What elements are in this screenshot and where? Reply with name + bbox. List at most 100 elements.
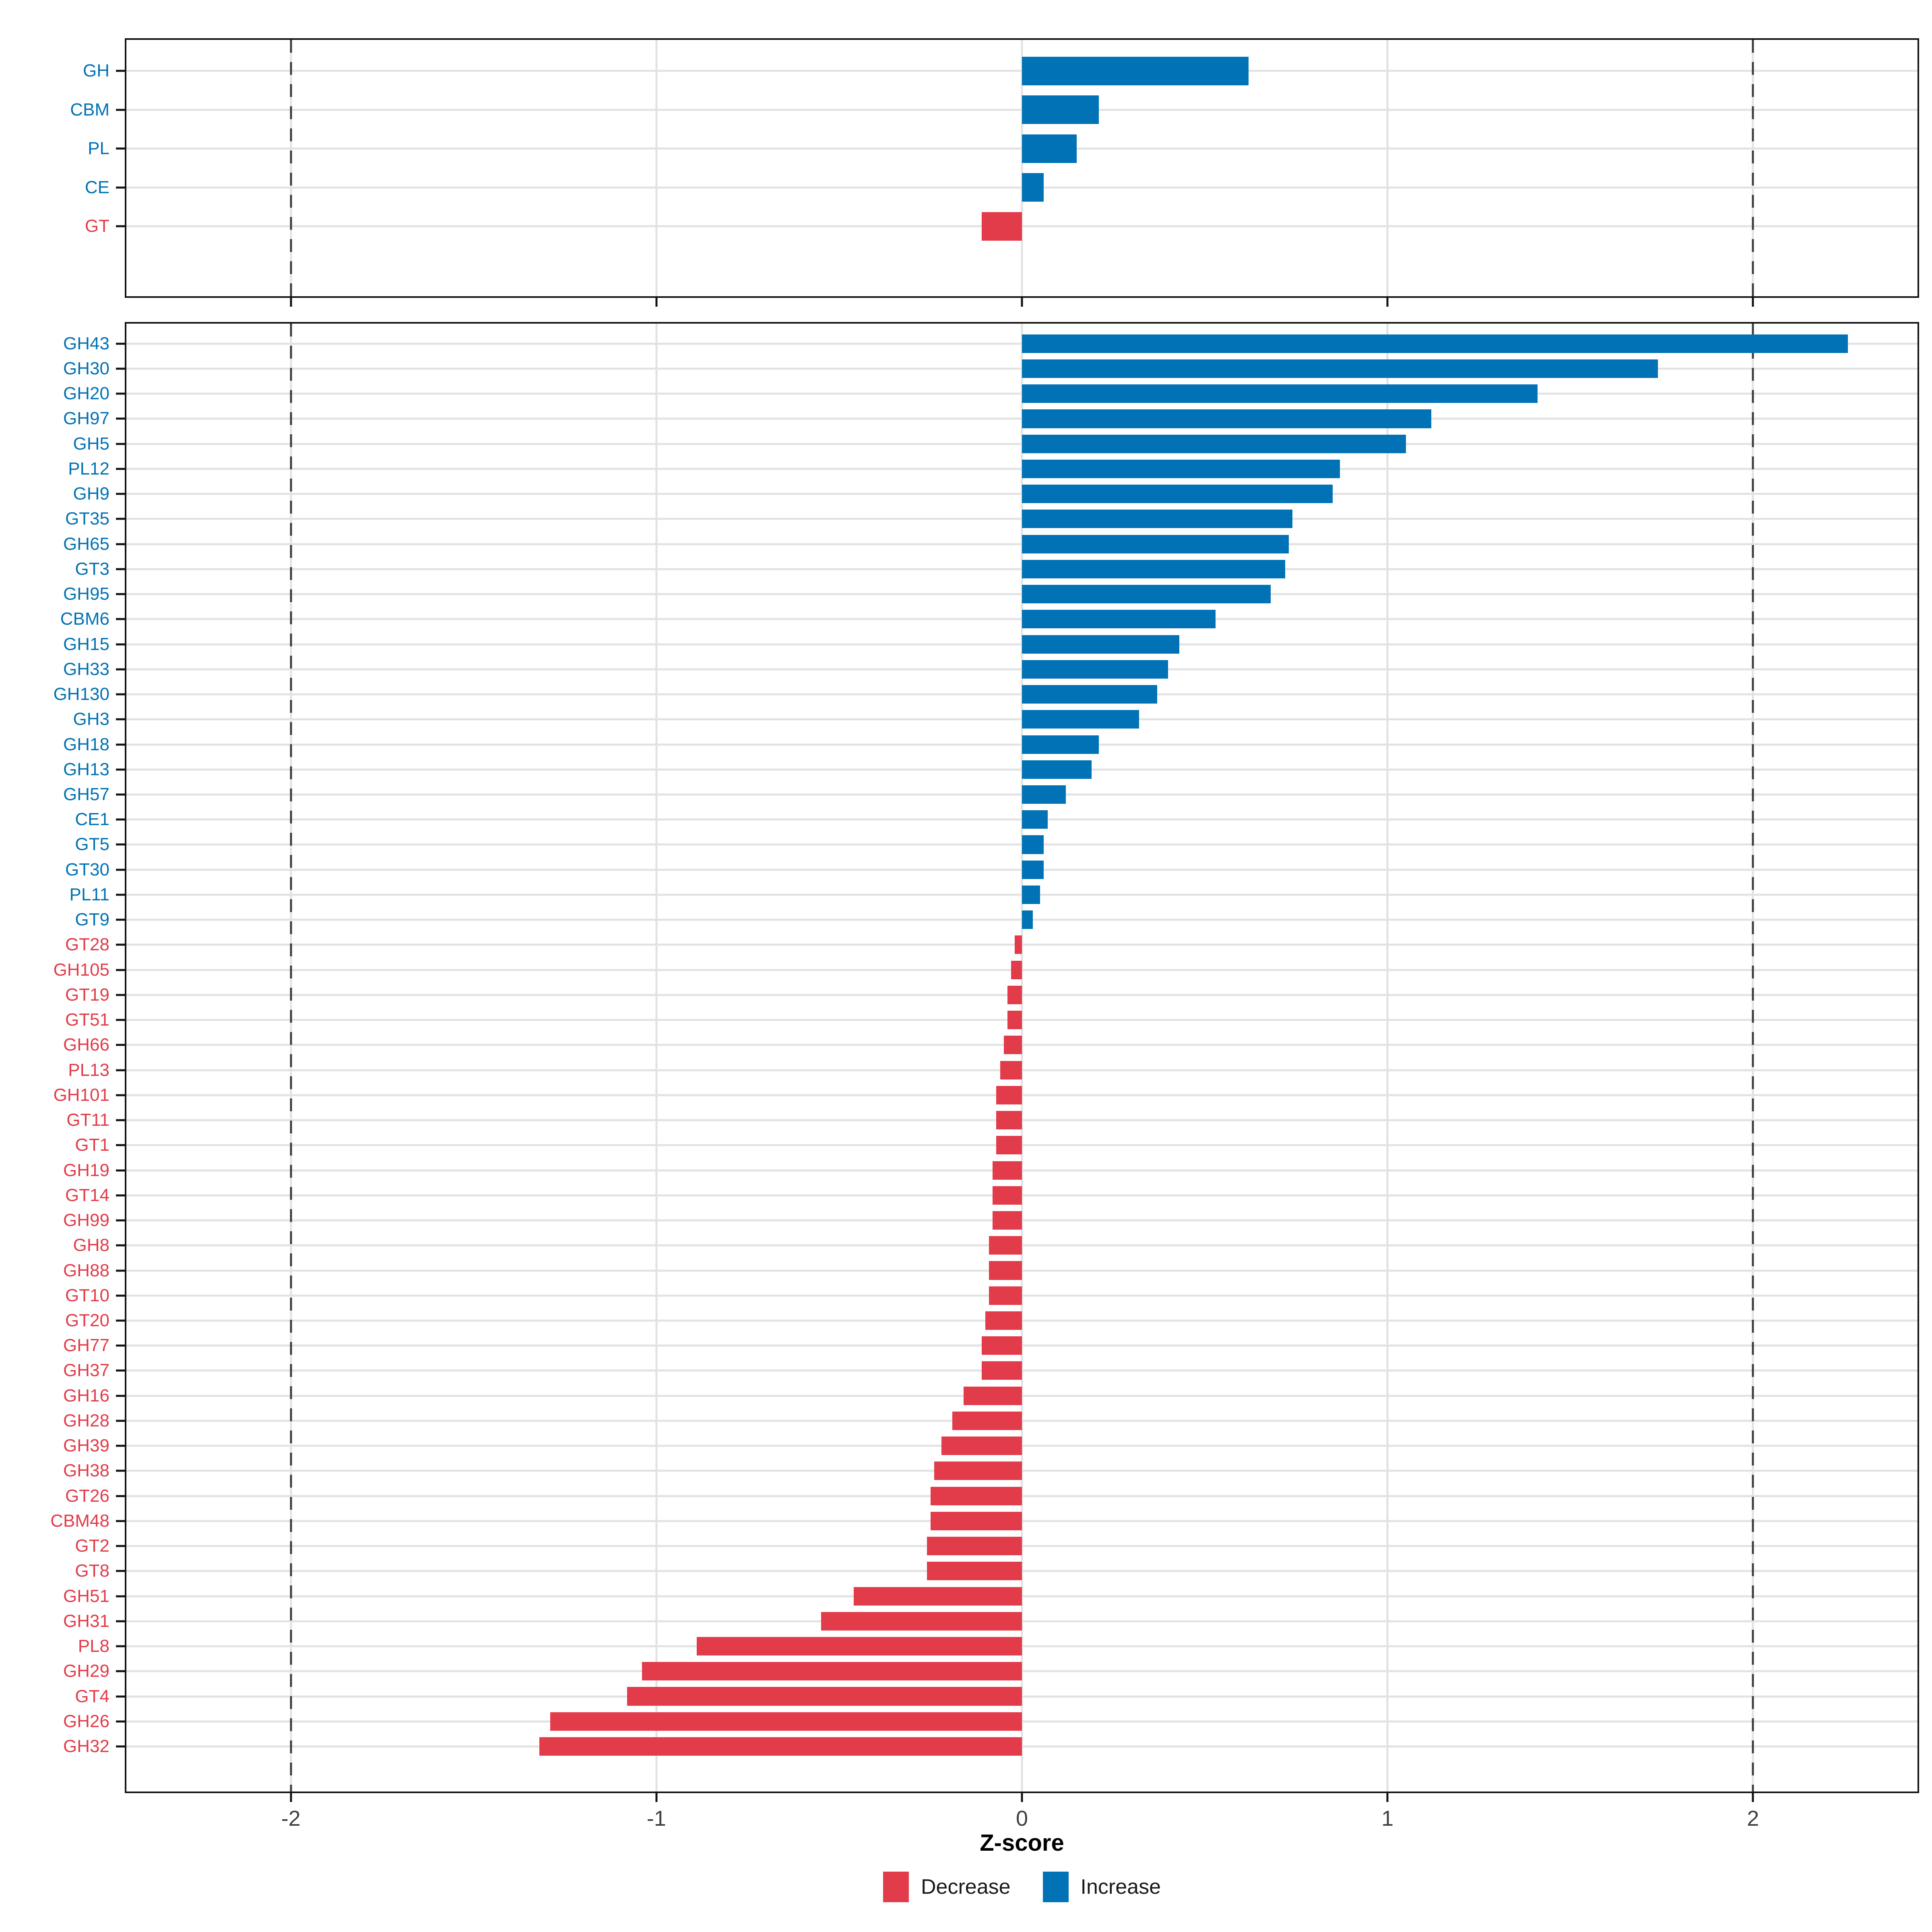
category-label-GH31: GH31 xyxy=(63,1611,109,1631)
bar-GH66 xyxy=(1003,1036,1022,1055)
bar-GT3 xyxy=(1022,559,1285,578)
h-gridline xyxy=(126,1244,1918,1247)
bar-GH18 xyxy=(1022,735,1099,754)
category-label-GH15: GH15 xyxy=(63,634,109,654)
category-label-GH29: GH29 xyxy=(63,1661,109,1681)
category-label-GH32: GH32 xyxy=(63,1736,109,1756)
bar-GH51 xyxy=(854,1587,1022,1606)
category-label-GT51: GT51 xyxy=(65,1010,109,1030)
h-gridline xyxy=(126,1119,1918,1121)
h-gridline xyxy=(126,1620,1918,1622)
bar-GT xyxy=(982,212,1022,241)
category-label-GH19: GH19 xyxy=(63,1160,109,1180)
x-tick xyxy=(1021,1792,1023,1802)
category-label-PL8: PL8 xyxy=(78,1636,109,1656)
bar-GT4 xyxy=(627,1687,1022,1706)
category-label-GT1: GT1 xyxy=(75,1135,109,1155)
category-label-GT26: GT26 xyxy=(65,1486,109,1506)
y-tick xyxy=(116,768,126,771)
h-gridline xyxy=(126,1019,1918,1021)
category-label-GH130: GH130 xyxy=(53,684,109,704)
h-gridline xyxy=(126,1219,1918,1222)
y-tick xyxy=(116,843,126,846)
dashed-reference-line xyxy=(290,324,292,1792)
category-label-GH95: GH95 xyxy=(63,584,109,604)
category-label-GH9: GH9 xyxy=(73,484,109,504)
y-tick xyxy=(116,1294,126,1297)
category-label-GT8: GT8 xyxy=(75,1561,109,1581)
bar-GT35 xyxy=(1022,510,1293,528)
decrease-swatch xyxy=(883,1872,909,1902)
category-label-GH18: GH18 xyxy=(63,734,109,754)
category-label-GH39: GH39 xyxy=(63,1436,109,1456)
h-gridline xyxy=(126,1695,1918,1697)
category-label-GH5: GH5 xyxy=(73,433,109,454)
bar-GT30 xyxy=(1022,860,1044,879)
y-tick xyxy=(116,1520,126,1522)
bar-GT5 xyxy=(1022,835,1044,854)
category-label-GH30: GH30 xyxy=(63,359,109,379)
y-tick xyxy=(116,1695,126,1697)
category-label-GH3: GH3 xyxy=(73,709,109,729)
category-label-GT14: GT14 xyxy=(65,1185,109,1205)
category-label-GH57: GH57 xyxy=(63,784,109,805)
bar-PL11 xyxy=(1022,885,1040,904)
category-label-GT10: GT10 xyxy=(65,1285,109,1305)
v-gridline xyxy=(1386,40,1389,296)
category-label-GT19: GT19 xyxy=(65,985,109,1005)
h-gridline xyxy=(126,1169,1918,1172)
category-label-GT3: GT3 xyxy=(75,559,109,579)
y-tick xyxy=(116,1194,126,1197)
y-tick xyxy=(116,1019,126,1021)
bar-GT8 xyxy=(927,1562,1022,1581)
h-gridline xyxy=(126,1495,1918,1497)
x-tick xyxy=(1021,296,1023,307)
plot-area-family-detail xyxy=(126,324,1918,1792)
y-tick xyxy=(116,969,126,971)
bar-CE xyxy=(1022,173,1044,202)
y-tick xyxy=(116,818,126,821)
category-label-GH97: GH97 xyxy=(63,409,109,429)
h-gridline xyxy=(126,1545,1918,1547)
category-label-GH51: GH51 xyxy=(63,1586,109,1606)
h-gridline xyxy=(126,1319,1918,1322)
category-label-GH37: GH37 xyxy=(63,1360,109,1381)
h-gridline xyxy=(126,225,1918,227)
bar-GT28 xyxy=(1014,935,1022,954)
bar-CBM48 xyxy=(930,1511,1022,1530)
bar-GH33 xyxy=(1022,660,1168,679)
panel-cazyme-class-summary: GH CBM PL CE GT xyxy=(70,38,1919,307)
y-tick xyxy=(116,367,126,370)
category-label-PL: PL xyxy=(88,138,109,159)
h-gridline xyxy=(126,1470,1918,1472)
bar-GT1 xyxy=(996,1136,1022,1155)
y-tick xyxy=(116,1745,126,1748)
y-tick xyxy=(116,443,126,445)
bar-PL xyxy=(1022,134,1077,163)
y-tick xyxy=(116,392,126,395)
category-label-CBM48: CBM48 xyxy=(50,1511,109,1531)
bar-GH8 xyxy=(989,1236,1022,1255)
y-tick xyxy=(116,643,126,646)
dashed-reference-line xyxy=(1752,40,1754,296)
y-tick xyxy=(116,1244,126,1247)
y-tick xyxy=(116,1219,126,1222)
h-gridline xyxy=(126,994,1918,996)
x-axis-title: Z-score xyxy=(980,1830,1064,1856)
y-tick xyxy=(116,1044,126,1046)
h-gridline xyxy=(126,1745,1918,1748)
y-tick xyxy=(116,1119,126,1121)
category-label-CE1: CE1 xyxy=(75,809,109,830)
bar-GH38 xyxy=(934,1461,1022,1480)
bar-GH20 xyxy=(1022,384,1538,403)
bar-PL13 xyxy=(1000,1061,1022,1080)
y-tick xyxy=(116,70,126,72)
category-label-GH77: GH77 xyxy=(63,1335,109,1356)
increase-swatch xyxy=(1042,1872,1069,1902)
y-tick xyxy=(116,593,126,595)
category-label-GT11: GT11 xyxy=(66,1110,109,1130)
bar-GH77 xyxy=(982,1336,1022,1355)
bar-GT20 xyxy=(985,1311,1022,1330)
h-gridline xyxy=(126,1670,1918,1672)
y-tick xyxy=(116,1545,126,1547)
